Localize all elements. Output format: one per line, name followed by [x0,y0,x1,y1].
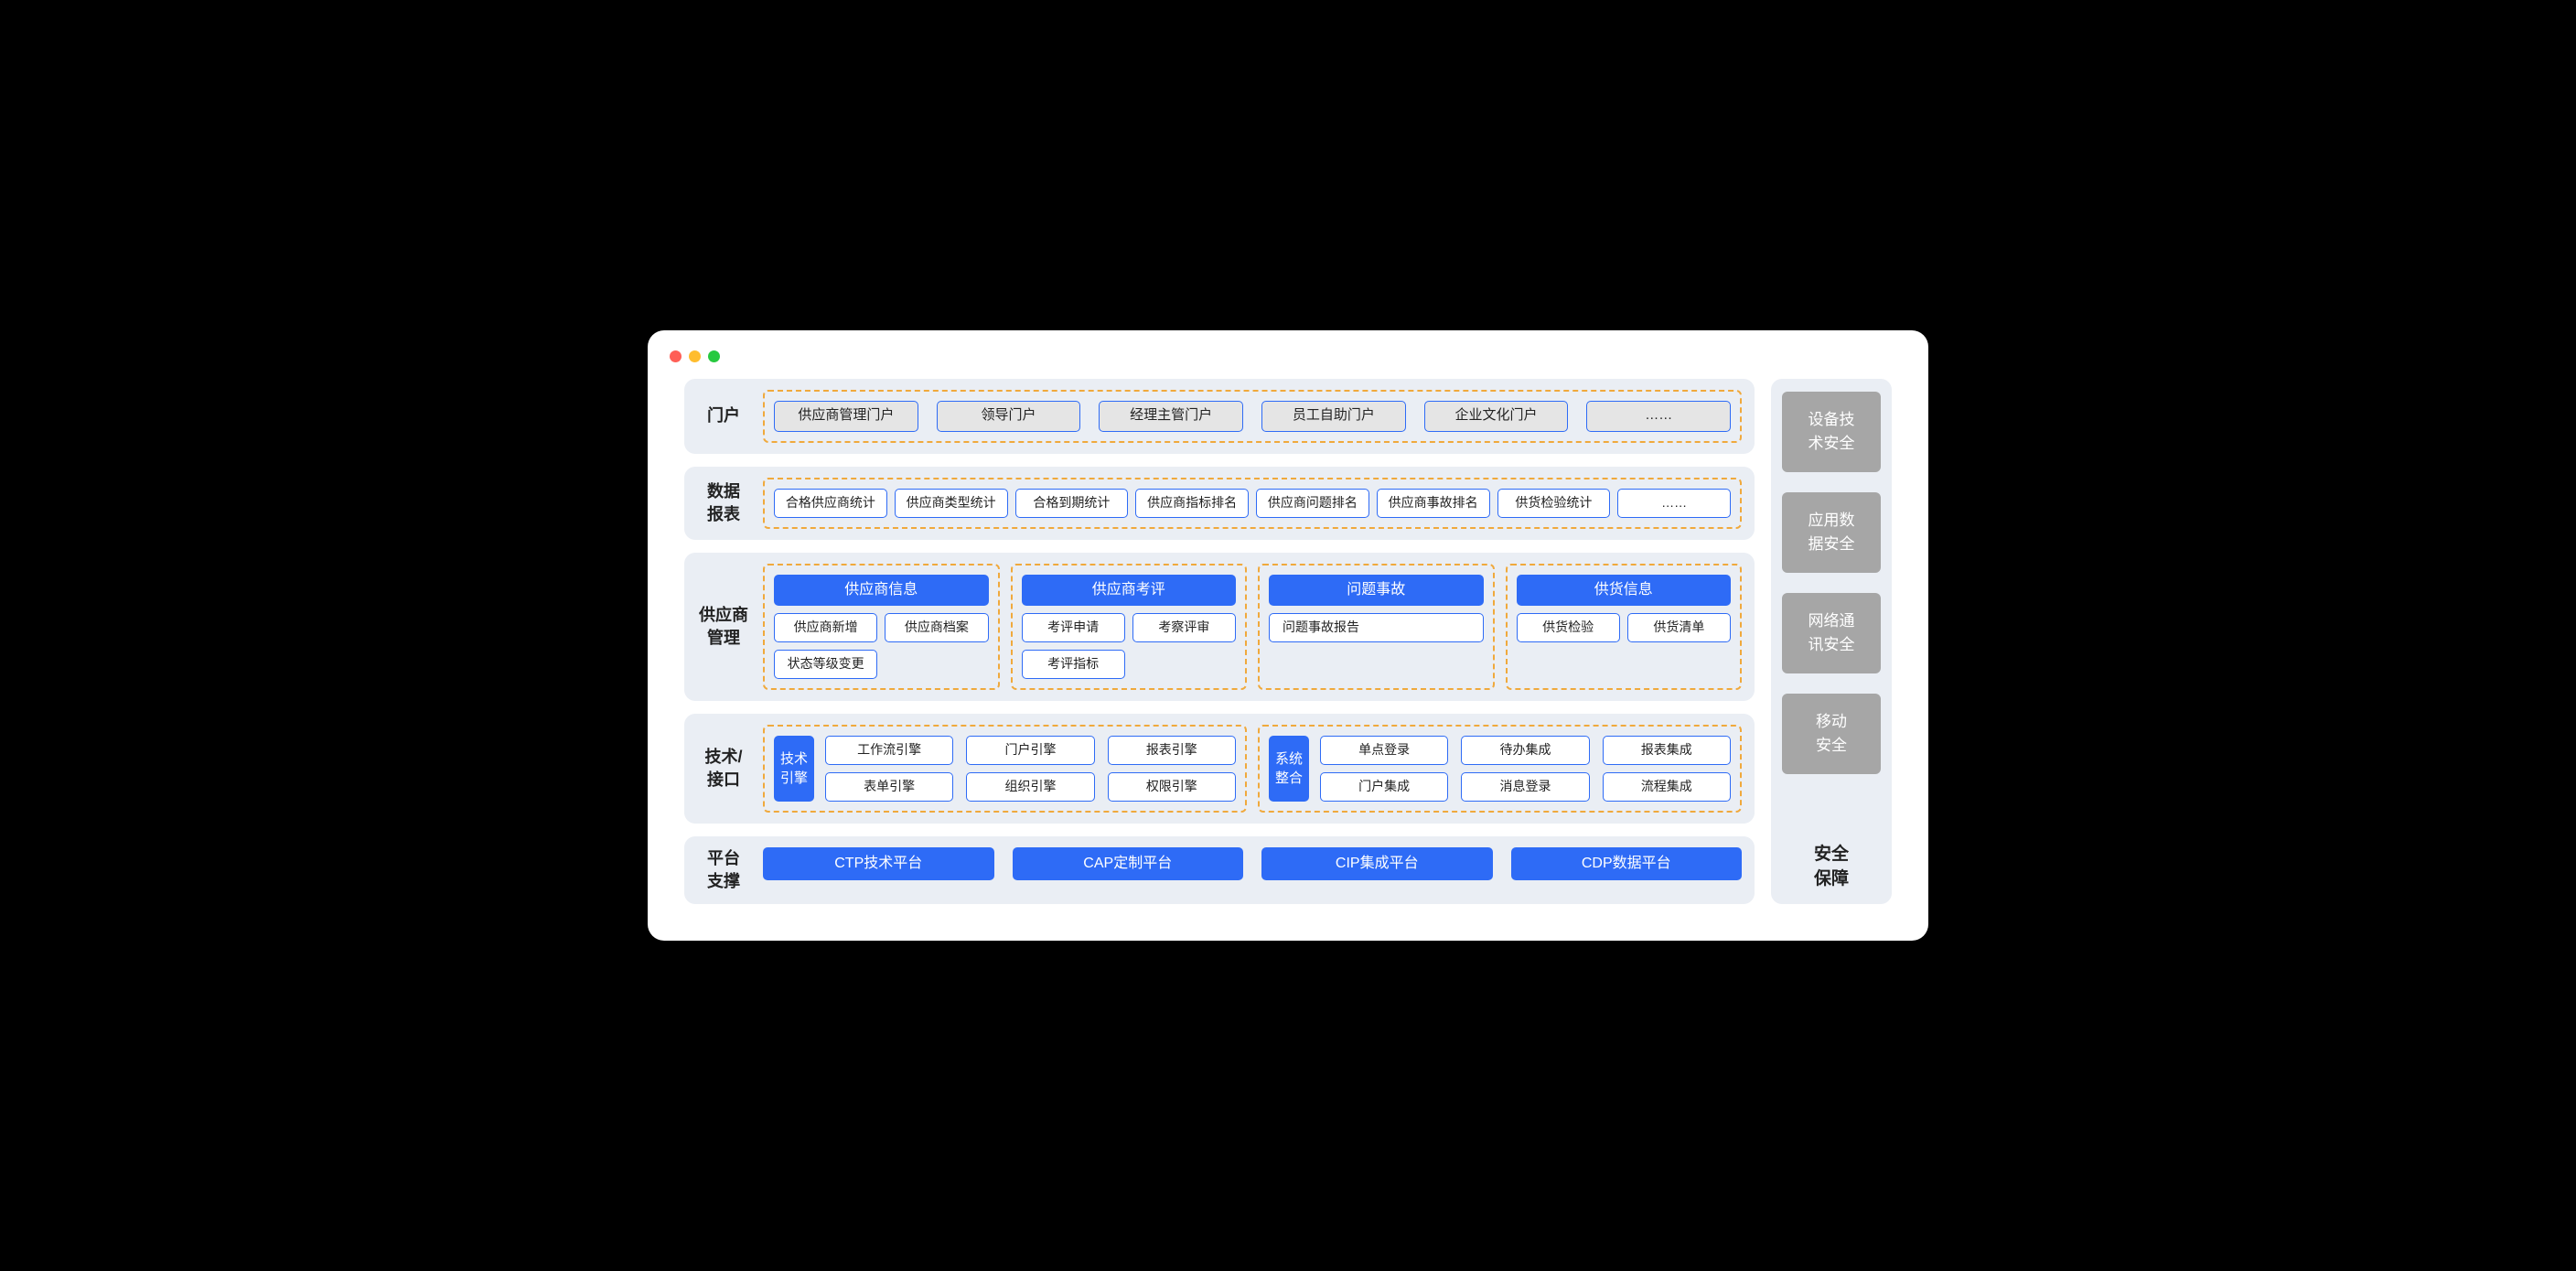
tech-item: 流程集成 [1603,772,1731,802]
reports-dashed-box: 合格供应商统计供应商类型统计合格到期统计供应商指标排名供应商问题排名供应商事故排… [763,478,1742,529]
report-item: …… [1617,489,1731,518]
tech-item: 权限引擎 [1108,772,1236,802]
section-platform-label: 平台 支撑 [684,847,763,893]
module-items: 供应商新增供应商档案状态等级变更 [774,613,989,679]
security-column: 设备技 术安全应用数 据安全网络通 讯安全移动 安全安全 保障 [1771,379,1892,904]
security-card: 移动 安全 [1782,694,1881,774]
module-items: 问题事故报告 [1269,613,1484,642]
module-item: 供应商新增 [774,613,877,642]
platform-item: CDP数据平台 [1511,847,1743,880]
platform-item: CIP集成平台 [1261,847,1493,880]
security-card: 网络通 讯安全 [1782,593,1881,673]
section-reports-label: 数据 报表 [684,478,763,529]
module-item: 供应商档案 [885,613,988,642]
module-item: 考评申请 [1022,613,1125,642]
tech-item: 表单引擎 [825,772,953,802]
security-card: 设备技 术安全 [1782,392,1881,472]
traffic-red[interactable] [670,350,682,362]
tech-item: 消息登录 [1461,772,1589,802]
security-box: 设备技 术安全应用数 据安全网络通 讯安全移动 安全安全 保障 [1771,379,1892,904]
section-portal: 门户 供应商管理门户领导门户经理主管门户员工自助门户企业文化门户 …… [684,379,1755,454]
tech-item: 待办集成 [1461,736,1589,765]
tech-item: 报表引擎 [1108,736,1236,765]
section-platform-body: CTP技术平台 CAP定制平台 CIP集成平台 CDP数据平台 [763,847,1742,893]
section-portal-body: 供应商管理门户领导门户经理主管门户员工自助门户企业文化门户 …… [763,390,1742,443]
report-item: 供货检验统计 [1497,489,1611,518]
section-tech-body: 技术 引擎工作流引擎门户引擎报表引擎表单引擎组织引擎权限引擎系统 整合单点登录待… [763,725,1742,813]
module-header: 问题事故 [1269,575,1484,606]
report-item: 供应商类型统计 [895,489,1008,518]
report-item: 供应商问题排名 [1256,489,1369,518]
security-card: 应用数 据安全 [1782,492,1881,573]
supplier-module: 供应商考评考评申请考察评审考评指标 [1011,564,1248,690]
tech-item: 门户引擎 [966,736,1094,765]
section-portal-label: 门户 [684,390,763,443]
platform-item: CTP技术平台 [763,847,994,880]
tech-block: 系统 整合单点登录待办集成报表集成门户集成消息登录流程集成 [1258,725,1742,813]
portal-dashed-box: 供应商管理门户领导门户经理主管门户员工自助门户企业文化门户 …… [763,390,1742,443]
tech-grid: 工作流引擎门户引擎报表引擎表单引擎组织引擎权限引擎 [825,736,1236,802]
app-window: 门户 供应商管理门户领导门户经理主管门户员工自助门户企业文化门户 …… 数据 报表… [648,330,1928,941]
module-item: 问题事故报告 [1269,613,1484,642]
module-item: 状态等级变更 [774,650,877,679]
tech-item: 工作流引擎 [825,736,953,765]
section-reports: 数据 报表 合格供应商统计供应商类型统计合格到期统计供应商指标排名供应商问题排名… [684,467,1755,540]
traffic-yellow[interactable] [689,350,701,362]
portal-item: 供应商管理门户 [774,401,918,432]
portal-item: …… [1586,401,1731,432]
section-tech-label: 技术/ 接口 [684,725,763,813]
section-tech: 技术/ 接口 技术 引擎工作流引擎门户引擎报表引擎表单引擎组织引擎权限引擎系统 … [684,714,1755,824]
section-supplier-label: 供应商 管理 [684,564,763,690]
report-item: 供应商指标排名 [1135,489,1249,518]
module-item: 考察评审 [1132,613,1236,642]
report-item: 合格到期统计 [1015,489,1129,518]
platform-item: CAP定制平台 [1013,847,1244,880]
tech-item: 报表集成 [1603,736,1731,765]
tech-item: 单点登录 [1320,736,1448,765]
section-supplier: 供应商 管理 供应商信息供应商新增供应商档案状态等级变更供应商考评考评申请考察评… [684,553,1755,701]
module-item: 供货检验 [1517,613,1620,642]
tech-grid: 单点登录待办集成报表集成门户集成消息登录流程集成 [1320,736,1731,802]
tech-sublabel: 技术 引擎 [774,736,814,802]
module-header: 供应商考评 [1022,575,1237,606]
traffic-green[interactable] [708,350,720,362]
section-platform: 平台 支撑 CTP技术平台 CAP定制平台 CIP集成平台 CDP数据平台 [684,836,1755,904]
window-traffic-lights [648,350,1928,379]
main-column: 门户 供应商管理门户领导门户经理主管门户员工自助门户企业文化门户 …… 数据 报表… [684,379,1755,904]
portal-item: 经理主管门户 [1099,401,1243,432]
report-item: 供应商事故排名 [1377,489,1490,518]
report-item: 合格供应商统计 [774,489,887,518]
section-reports-body: 合格供应商统计供应商类型统计合格到期统计供应商指标排名供应商问题排名供应商事故排… [763,478,1742,529]
portal-item: 员工自助门户 [1261,401,1406,432]
supplier-module: 供货信息供货检验供货清单 [1506,564,1743,690]
supplier-module: 供应商信息供应商新增供应商档案状态等级变更 [763,564,1000,690]
tech-sublabel: 系统 整合 [1269,736,1309,802]
tech-item: 组织引擎 [966,772,1094,802]
module-header: 供应商信息 [774,575,989,606]
module-items: 考评申请考察评审考评指标 [1022,613,1237,679]
tech-block: 技术 引擎工作流引擎门户引擎报表引擎表单引擎组织引擎权限引擎 [763,725,1247,813]
section-supplier-body: 供应商信息供应商新增供应商档案状态等级变更供应商考评考评申请考察评审考评指标问题… [763,564,1742,690]
security-title: 安全 保障 [1814,843,1849,891]
tech-item: 门户集成 [1320,772,1448,802]
supplier-module: 问题事故问题事故报告 [1258,564,1495,690]
diagram-layout: 门户 供应商管理门户领导门户经理主管门户员工自助门户企业文化门户 …… 数据 报表… [648,379,1928,904]
portal-item: 企业文化门户 [1424,401,1569,432]
module-items: 供货检验供货清单 [1517,613,1732,642]
module-item: 考评指标 [1022,650,1125,679]
portal-item: 领导门户 [937,401,1081,432]
module-item: 供货清单 [1627,613,1731,642]
module-header: 供货信息 [1517,575,1732,606]
